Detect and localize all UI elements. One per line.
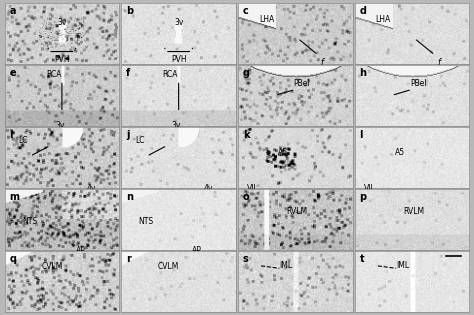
Text: f: f	[437, 58, 440, 66]
Text: l: l	[359, 130, 363, 140]
Text: LC: LC	[18, 136, 28, 145]
Text: n: n	[126, 192, 133, 202]
Text: PBel: PBel	[293, 79, 310, 88]
Text: r: r	[126, 254, 131, 264]
Text: 4v: 4v	[204, 184, 213, 192]
Text: PVH: PVH	[171, 55, 186, 64]
Text: k: k	[243, 130, 249, 140]
Text: h: h	[359, 68, 366, 77]
Text: RVLM: RVLM	[286, 208, 307, 216]
Text: VII: VII	[247, 184, 257, 192]
Text: g: g	[243, 68, 250, 77]
Text: b: b	[126, 6, 133, 15]
Text: j: j	[126, 130, 129, 140]
Text: e: e	[9, 68, 16, 77]
Text: RCA: RCA	[163, 70, 178, 79]
Text: d: d	[359, 6, 366, 15]
Text: 3v: 3v	[174, 18, 183, 27]
Text: 3v: 3v	[57, 18, 67, 27]
Text: t: t	[359, 254, 364, 264]
Text: PBel: PBel	[410, 79, 427, 88]
Text: p: p	[359, 192, 366, 202]
Text: c: c	[243, 6, 248, 15]
Text: LHA: LHA	[259, 15, 274, 24]
Text: A5: A5	[395, 148, 405, 158]
Text: IML: IML	[396, 261, 409, 270]
Text: IML: IML	[279, 261, 292, 270]
Text: RCA: RCA	[46, 70, 62, 79]
Text: A5: A5	[278, 148, 288, 158]
Text: a: a	[9, 6, 16, 15]
Text: f: f	[320, 58, 324, 66]
Text: f: f	[126, 68, 130, 77]
Text: AP: AP	[192, 246, 202, 255]
Text: LHA: LHA	[375, 15, 391, 24]
Text: q: q	[9, 254, 16, 264]
Text: CVLM: CVLM	[41, 262, 63, 271]
Text: RVLM: RVLM	[403, 208, 424, 216]
Text: PVH: PVH	[54, 55, 70, 64]
Text: i: i	[9, 130, 13, 140]
Text: NTS: NTS	[22, 216, 37, 226]
Text: CVLM: CVLM	[158, 262, 180, 271]
Text: VII: VII	[364, 184, 374, 192]
Text: NTS: NTS	[138, 216, 154, 226]
Text: o: o	[243, 192, 249, 202]
Text: s: s	[243, 254, 248, 264]
Text: AP: AP	[76, 246, 85, 255]
Text: 3v: 3v	[55, 122, 64, 130]
Text: 3v: 3v	[172, 122, 181, 130]
Text: LC: LC	[135, 136, 145, 145]
Text: m: m	[9, 192, 19, 202]
Text: 4v: 4v	[87, 184, 96, 192]
